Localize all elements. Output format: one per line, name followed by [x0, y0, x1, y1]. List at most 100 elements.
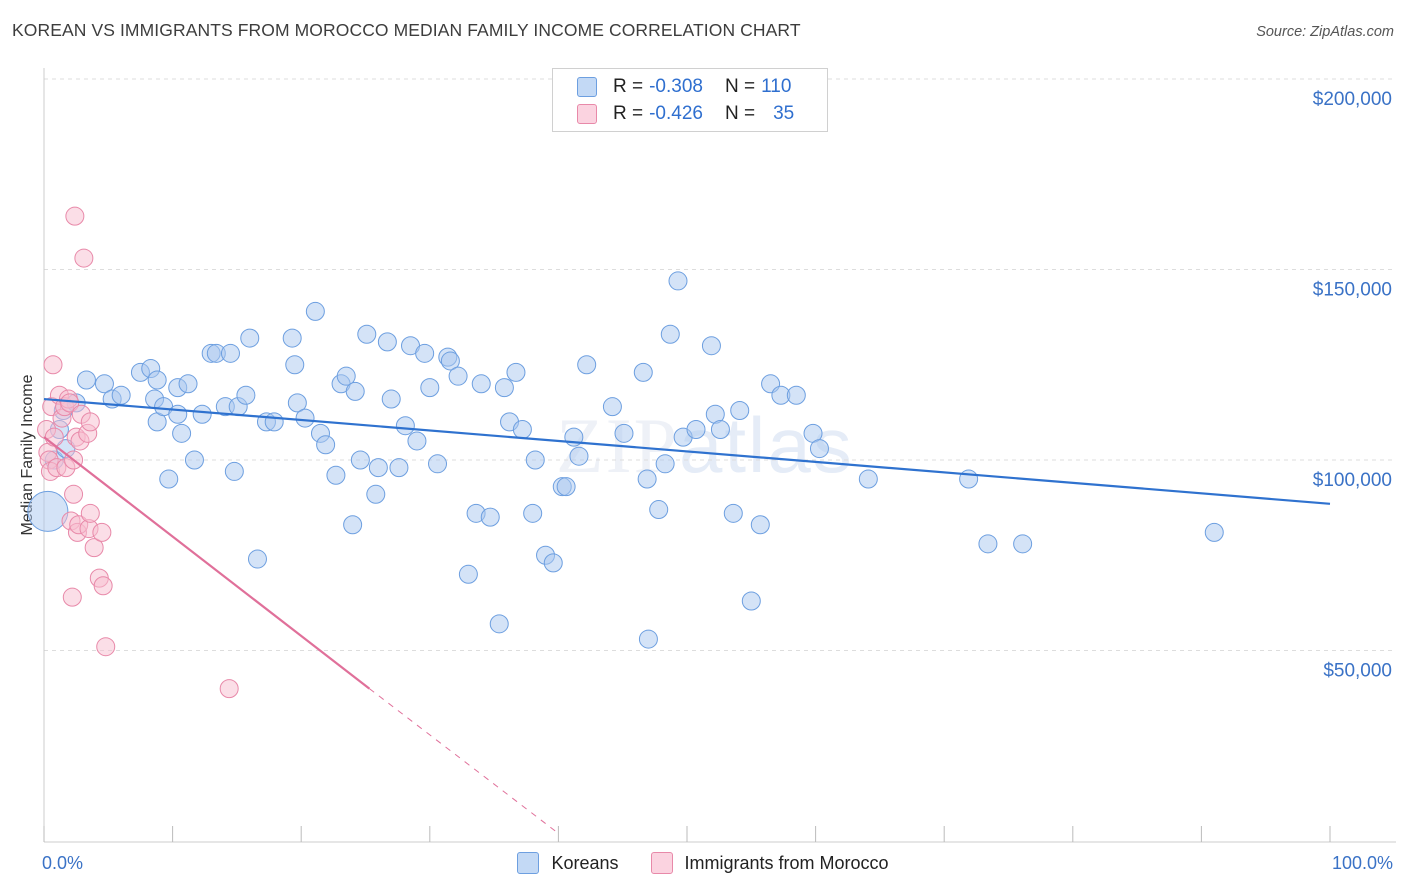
bottom-legend-koreans: Koreans: [517, 852, 619, 874]
legend-n-label: N =: [724, 76, 756, 97]
data-point-korean: [686, 420, 706, 440]
legend-n-value: 110: [761, 76, 792, 97]
data-point-korean: [523, 503, 543, 523]
legend-r-value: -0.308: [649, 76, 703, 97]
x-tick-label: 100.0%: [1332, 853, 1393, 873]
data-point-korean: [494, 378, 514, 398]
data-point-korean: [741, 591, 761, 611]
legend-n-label: N =: [724, 103, 756, 124]
data-point-korean: [111, 385, 131, 405]
data-point-morocco: [84, 538, 104, 558]
data-point-korean: [480, 507, 500, 527]
data-point-morocco: [74, 248, 94, 268]
data-point-korean: [336, 366, 356, 386]
data-point-morocco: [219, 679, 239, 699]
legend-r-label: R =: [613, 103, 644, 124]
data-point-morocco: [80, 503, 100, 523]
trend-line-koreans: [43, 397, 1331, 505]
data-point-korean: [543, 553, 563, 573]
data-point-morocco: [44, 427, 64, 447]
data-point-korean: [668, 271, 688, 291]
trend-line-morocco-extension: [369, 688, 559, 834]
data-point-korean: [959, 469, 979, 489]
data-point-korean: [357, 324, 377, 344]
data-point-korean: [377, 332, 397, 352]
data-point-korean: [240, 328, 260, 348]
data-point-korean: [389, 458, 409, 478]
data-point-korean: [220, 343, 240, 363]
legend-swatch-koreans: [577, 77, 597, 97]
data-point-korean: [978, 534, 998, 554]
data-point-korean: [556, 477, 576, 497]
series-morocco: [37, 206, 239, 699]
data-point-korean: [224, 461, 244, 481]
data-point-korean: [701, 336, 721, 356]
data-point-korean: [305, 301, 325, 321]
data-point-morocco: [65, 206, 85, 226]
data-point-korean: [489, 614, 509, 634]
data-point-korean: [368, 458, 388, 478]
bottom-legend-swatch-morocco: [650, 852, 673, 874]
legend-n-value: 35: [773, 103, 795, 124]
data-point-korean: [710, 420, 730, 440]
data-point-korean: [638, 629, 658, 649]
data-point-korean: [858, 469, 878, 489]
source-note: Source: ZipAtlas.com: [1256, 24, 1394, 40]
data-point-morocco: [43, 355, 63, 375]
x-tick-label: 0.0%: [42, 853, 83, 873]
y-tick-label: $200,000: [1313, 89, 1392, 110]
trend-lines: [43, 397, 1331, 834]
legend-swatch-morocco: [577, 104, 597, 124]
data-point-korean: [1204, 522, 1224, 542]
data-point-korean: [172, 423, 192, 443]
y-tick-label: $150,000: [1313, 280, 1392, 301]
data-point-korean: [660, 324, 680, 344]
data-point-morocco: [64, 484, 84, 504]
legend-r-value: -0.426: [649, 103, 703, 124]
data-point-korean: [602, 397, 622, 417]
data-point-korean: [723, 503, 743, 523]
bottom-legend: Koreans Immigrants from Morocco: [0, 852, 1406, 874]
bottom-legend-label-morocco: Immigrants from Morocco: [684, 852, 889, 873]
trend-line-morocco: [43, 436, 371, 690]
legend-row-koreans: R = -0.308 N = 110: [577, 75, 791, 99]
grid-lines: [44, 78, 1396, 651]
data-point-korean: [345, 381, 365, 401]
data-point-korean: [326, 465, 346, 485]
data-point-morocco: [62, 587, 82, 607]
data-point-korean: [649, 500, 669, 520]
data-point-korean: [94, 374, 114, 394]
data-point-korean: [750, 515, 770, 535]
tick-labels: $50,000 $100,000 $150,000 $200,000 0.0% 100.0…: [42, 89, 1393, 873]
data-point-korean: [440, 351, 460, 371]
data-point-korean: [295, 408, 315, 428]
data-point-korean: [655, 454, 675, 474]
data-point-korean: [420, 378, 440, 398]
data-point-korean: [159, 469, 179, 489]
data-point-korean: [1013, 534, 1033, 554]
data-point-korean: [395, 416, 415, 436]
bottom-legend-morocco: Immigrants from Morocco: [650, 852, 889, 874]
data-point-korean: [809, 439, 829, 459]
data-point-korean: [285, 355, 305, 375]
data-point-korean: [184, 450, 204, 470]
bottom-legend-label-koreans: Koreans: [551, 852, 619, 873]
series-koreans: [27, 271, 1224, 649]
data-point-korean: [415, 343, 435, 363]
data-point-korean: [168, 404, 188, 424]
data-point-korean: [577, 355, 597, 375]
data-point-korean: [458, 564, 478, 584]
data-point-korean: [282, 328, 302, 348]
data-point-korean: [633, 362, 653, 382]
data-point-korean: [471, 374, 491, 394]
data-point-korean: [448, 366, 468, 386]
y-tick-label: $100,000: [1313, 470, 1392, 491]
data-point-korean: [366, 484, 386, 504]
data-point-korean: [287, 393, 307, 413]
legend-r-label: R =: [613, 76, 644, 97]
data-point-korean: [27, 490, 69, 532]
data-point-korean: [614, 423, 634, 443]
legend: R = -0.308 N = 110 R = -0.426 N = 35: [552, 68, 828, 132]
data-point-korean: [512, 420, 532, 440]
